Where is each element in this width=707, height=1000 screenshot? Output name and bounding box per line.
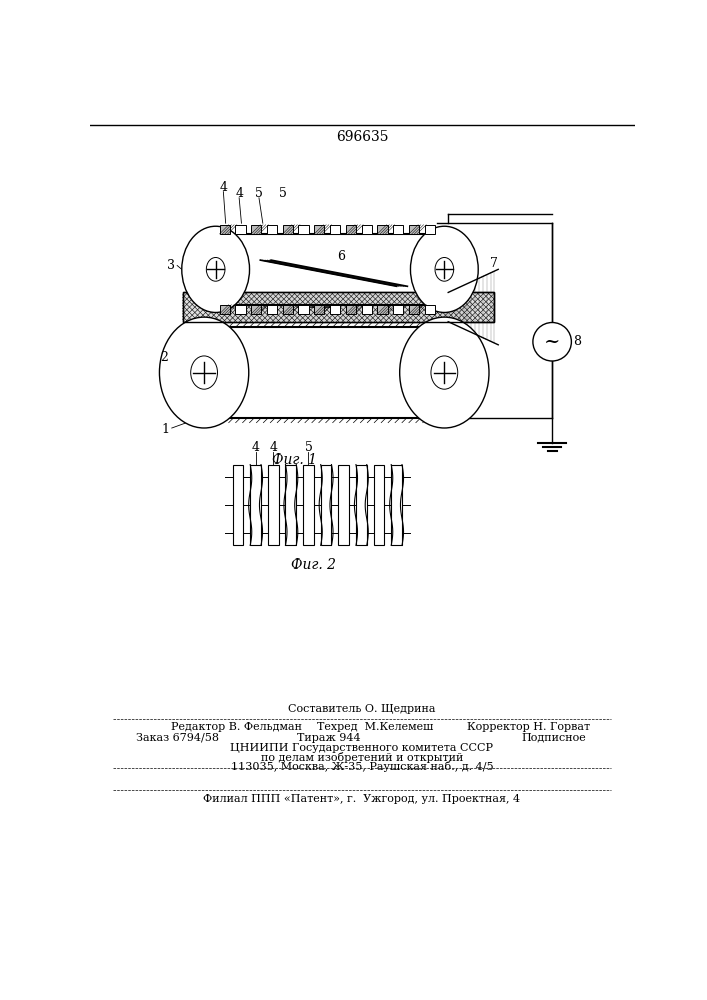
Bar <box>267 305 277 314</box>
Ellipse shape <box>411 226 478 312</box>
Bar <box>314 225 325 234</box>
Bar <box>233 465 243 545</box>
Bar <box>361 305 372 314</box>
Bar <box>330 305 340 314</box>
Bar <box>219 225 230 234</box>
Bar <box>391 465 402 545</box>
Bar <box>298 305 309 314</box>
Bar <box>221 292 472 322</box>
Text: 3: 3 <box>167 259 175 272</box>
Ellipse shape <box>399 317 489 428</box>
Text: Фиг. 1: Фиг. 1 <box>271 453 317 467</box>
Bar <box>267 225 277 234</box>
Bar <box>425 225 435 234</box>
Text: 4: 4 <box>219 181 228 194</box>
Text: Филиал ППП «Патент», г.  Ужгород, ул. Проектная, 4: Филиал ППП «Патент», г. Ужгород, ул. Про… <box>204 794 520 804</box>
Bar <box>250 465 261 545</box>
Bar <box>361 225 372 234</box>
Text: ~: ~ <box>544 333 561 351</box>
Bar <box>298 225 309 234</box>
Bar <box>182 292 494 322</box>
Text: Заказ 6794/58: Заказ 6794/58 <box>136 733 219 743</box>
Text: 5: 5 <box>305 441 312 454</box>
Bar <box>251 305 262 314</box>
Text: Подписное: Подписное <box>521 733 586 743</box>
Text: 4: 4 <box>252 441 259 454</box>
Bar <box>393 305 404 314</box>
Bar <box>283 305 293 314</box>
Circle shape <box>533 323 571 361</box>
Text: по делам изобретений и открытий: по делам изобретений и открытий <box>261 752 463 763</box>
Bar <box>268 465 279 545</box>
Bar <box>330 225 340 234</box>
Bar <box>373 465 385 545</box>
Bar <box>283 225 293 234</box>
Bar <box>303 465 314 545</box>
Text: Составитель О. Щедрина: Составитель О. Щедрина <box>288 704 436 714</box>
Bar <box>286 465 296 545</box>
Text: Тираж 944: Тираж 944 <box>297 733 361 743</box>
Bar <box>251 225 262 234</box>
Text: 7: 7 <box>491 257 498 270</box>
Bar <box>393 225 404 234</box>
Bar <box>321 465 332 545</box>
Text: 6: 6 <box>337 250 345 263</box>
Bar <box>346 305 356 314</box>
Text: 5: 5 <box>255 187 263 200</box>
Bar <box>378 225 387 234</box>
Text: 8: 8 <box>573 335 580 348</box>
Text: Редактор В. Фельдман: Редактор В. Фельдман <box>171 722 302 732</box>
Ellipse shape <box>182 226 250 312</box>
Text: 4: 4 <box>235 187 243 200</box>
Text: 1: 1 <box>162 423 170 436</box>
Text: Техред  М.Келемеш: Техред М.Келемеш <box>317 722 433 732</box>
Bar <box>219 305 230 314</box>
Bar <box>409 305 419 314</box>
Bar <box>339 465 349 545</box>
Bar <box>314 305 325 314</box>
Text: 5: 5 <box>279 187 286 200</box>
Text: 4: 4 <box>269 441 277 454</box>
Text: Фиг. 2: Фиг. 2 <box>291 558 336 572</box>
Text: 113035, Москва, Ж-35, Раушская наб., д. 4/5: 113035, Москва, Ж-35, Раушская наб., д. … <box>230 761 493 772</box>
Bar <box>409 225 419 234</box>
Bar <box>182 292 494 322</box>
Bar <box>425 305 435 314</box>
Bar <box>346 225 356 234</box>
Bar <box>356 465 367 545</box>
Text: 696635: 696635 <box>336 130 388 144</box>
Text: ЦНИИПИ Государственного комитета СССР: ЦНИИПИ Государственного комитета СССР <box>230 743 493 753</box>
Bar <box>378 305 387 314</box>
Ellipse shape <box>160 317 249 428</box>
Text: 2: 2 <box>160 351 168 364</box>
Text: Корректор Н. Горват: Корректор Н. Горват <box>467 722 590 732</box>
Bar <box>235 225 245 234</box>
Bar <box>235 305 245 314</box>
